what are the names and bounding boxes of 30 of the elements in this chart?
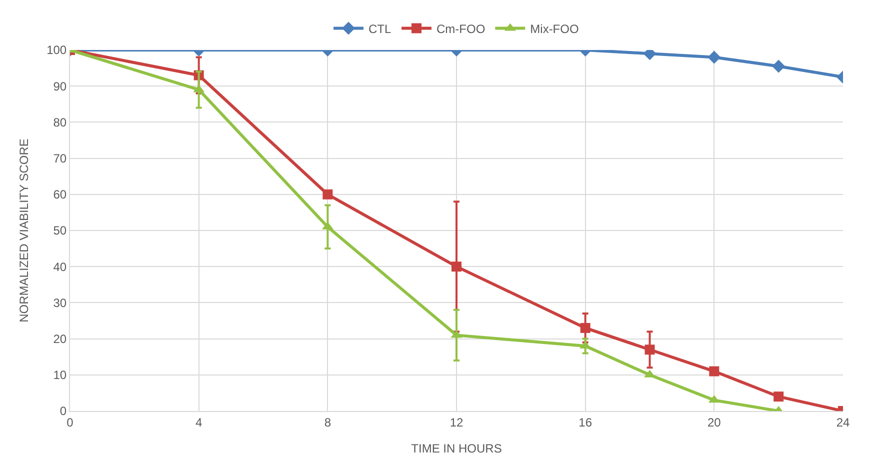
y-tick-label: 30 bbox=[53, 296, 67, 310]
y-tick-label: 70 bbox=[53, 152, 67, 166]
legend-label: Cm-FOO bbox=[436, 22, 486, 36]
y-tick-label: 60 bbox=[53, 188, 67, 202]
point bbox=[322, 189, 333, 200]
point bbox=[772, 60, 786, 73]
x-tick-label: 16 bbox=[578, 415, 592, 430]
x-tick-label: 20 bbox=[707, 415, 722, 430]
y-tick-label: 20 bbox=[53, 332, 67, 346]
y-tick-label: 50 bbox=[53, 224, 67, 238]
legend-label: CTL bbox=[368, 22, 392, 36]
x-tick-label: 8 bbox=[324, 415, 332, 430]
x-tick-label: 24 bbox=[836, 415, 850, 430]
y-tick-label: 40 bbox=[53, 260, 67, 274]
y-tick-label: 0 bbox=[60, 404, 67, 418]
x-tick-label: 12 bbox=[450, 415, 464, 430]
y-tick-label: 100 bbox=[46, 43, 67, 58]
legend-label: Mix-FOO bbox=[530, 22, 579, 36]
point bbox=[774, 392, 784, 402]
point bbox=[644, 344, 655, 355]
point bbox=[708, 50, 721, 64]
x-axis-title: TIME IN HOURS bbox=[411, 441, 502, 456]
y-tick-label: 10 bbox=[53, 368, 67, 382]
y-tick-label: 90 bbox=[53, 79, 67, 94]
point bbox=[580, 322, 590, 333]
x-tick-label: 4 bbox=[195, 415, 202, 430]
y-tick-label: 80 bbox=[53, 115, 67, 130]
point bbox=[452, 262, 462, 272]
point bbox=[709, 366, 720, 376]
y-axis-title: NORMALIZED VIABILITY SCORE bbox=[16, 138, 31, 322]
